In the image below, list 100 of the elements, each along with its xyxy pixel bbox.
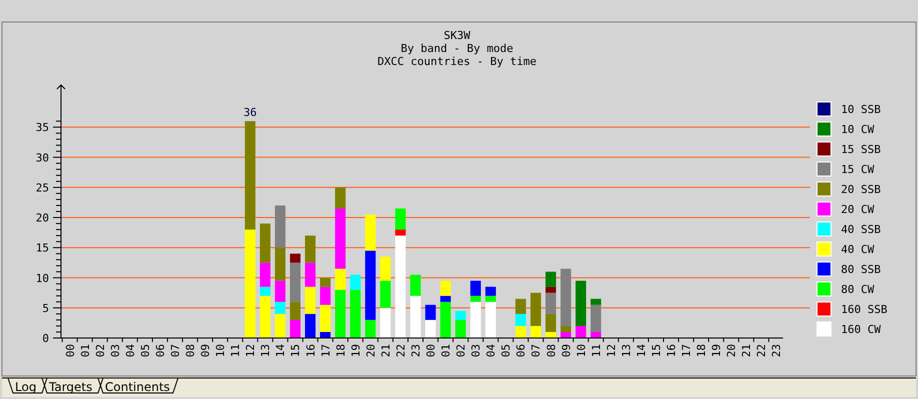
bar	[260, 286, 270, 296]
bar	[455, 310, 466, 320]
bar	[380, 308, 391, 338]
bar	[320, 304, 331, 332]
legend-label: 80 CW	[841, 283, 874, 296]
bar	[590, 298, 602, 305]
x-tick-label: 01	[78, 344, 92, 358]
bar	[515, 314, 526, 326]
x-tick-label: 22	[755, 344, 768, 358]
legend-label: 160 CW	[841, 323, 882, 336]
x-tick-label: 08	[184, 344, 198, 358]
bar	[560, 326, 572, 332]
x-tick-label: 16	[304, 344, 318, 358]
bar	[335, 187, 346, 208]
x-tick-label: 12	[244, 344, 258, 358]
x-tick-label: 17	[319, 344, 332, 358]
y-tick-label: 35	[36, 121, 49, 134]
x-tick-label: 19	[349, 344, 362, 358]
x-tick-label: 06	[514, 344, 528, 358]
bar	[470, 302, 481, 338]
bar	[260, 262, 270, 287]
legend-label: 40 SSB	[841, 223, 882, 236]
bar	[365, 214, 376, 251]
bar	[560, 268, 572, 326]
bar	[320, 332, 331, 338]
x-tick-label: 23	[409, 344, 422, 358]
x-tick-label: 02	[94, 344, 107, 358]
bar	[515, 298, 526, 314]
bar	[590, 304, 602, 332]
bar	[305, 236, 316, 263]
text: Continents	[105, 380, 170, 394]
x-tick-label: 14	[634, 344, 648, 358]
bar	[290, 262, 300, 302]
x-tick-label: 10	[214, 344, 228, 358]
bar	[470, 296, 481, 302]
bar	[546, 272, 556, 287]
x-tick-label: 07	[530, 344, 543, 358]
x-tick-label: 19	[710, 344, 724, 358]
bar	[244, 230, 256, 338]
bar	[290, 302, 300, 320]
x-tick-label: 21	[740, 344, 754, 358]
bar	[244, 121, 256, 230]
bar	[365, 320, 376, 338]
bar	[470, 280, 481, 296]
bar	[274, 302, 286, 314]
bar	[425, 304, 436, 320]
bar	[305, 314, 316, 338]
x-tick-label: 14	[274, 344, 288, 358]
bar	[410, 296, 421, 338]
x-tick-label: 23	[770, 344, 784, 358]
bar	[350, 274, 361, 290]
x-tick-label: 11	[229, 344, 242, 358]
legend-label: 15 SSB	[841, 143, 882, 156]
x-tick-label: 16	[665, 344, 678, 358]
bar	[395, 230, 406, 236]
x-tick-label: 13	[620, 344, 633, 358]
x-tick-label: 07	[168, 344, 182, 358]
bar	[260, 224, 270, 263]
x-tick-label: 05	[500, 344, 513, 358]
bar	[440, 302, 451, 338]
x-tick-label: 10	[574, 344, 588, 358]
bar	[380, 256, 391, 281]
bar	[395, 236, 406, 338]
chart-title: SK3W	[444, 29, 471, 42]
total-label: 36	[244, 106, 257, 120]
bar	[380, 280, 391, 308]
x-tick-label: 03	[470, 344, 483, 358]
y-tick-label: 30	[36, 151, 49, 164]
x-tick-label: 03	[108, 344, 122, 358]
bar	[530, 292, 541, 326]
x-tick-label: 09	[560, 344, 573, 358]
legend-label: 10 CW	[841, 123, 874, 136]
x-tick-label: 13	[259, 344, 272, 358]
bar	[335, 208, 346, 269]
x-tick-label: 06	[154, 344, 167, 358]
x-tick-label: 15	[650, 344, 663, 358]
bar	[485, 286, 496, 296]
bar	[546, 292, 556, 314]
bar	[590, 332, 602, 338]
bar	[274, 314, 286, 338]
x-tick-label: 18	[695, 344, 708, 358]
bar	[546, 286, 556, 293]
bar	[485, 296, 496, 302]
chart-subtitle: By band - By mode DXCC countries - By time	[378, 42, 536, 68]
bar	[425, 320, 436, 338]
bar	[365, 250, 376, 320]
bar	[274, 248, 286, 281]
bar	[440, 296, 451, 302]
bar	[560, 332, 572, 338]
bar	[290, 254, 300, 263]
x-tick-label: 15	[289, 344, 302, 358]
bar	[455, 320, 466, 338]
bar	[320, 286, 331, 305]
bar	[290, 320, 300, 338]
bar	[274, 280, 286, 302]
bar	[320, 278, 331, 287]
bar	[485, 302, 496, 338]
legend-label: 20 CW	[841, 203, 874, 216]
x-tick-label: 00	[424, 344, 438, 358]
x-tick-label: 17	[680, 344, 694, 358]
